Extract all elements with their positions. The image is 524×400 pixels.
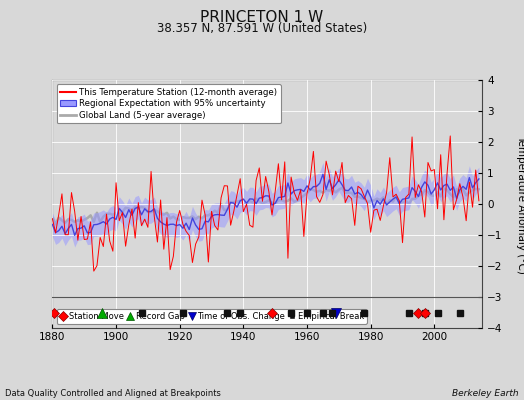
Text: Data Quality Controlled and Aligned at Breakpoints: Data Quality Controlled and Aligned at B… xyxy=(5,389,221,398)
Legend: Station Move, Record Gap, Time of Obs. Change, Empirical Break: Station Move, Record Gap, Time of Obs. C… xyxy=(57,309,367,324)
Text: 38.357 N, 87.591 W (United States): 38.357 N, 87.591 W (United States) xyxy=(157,22,367,35)
Text: Berkeley Earth: Berkeley Earth xyxy=(452,389,519,398)
Text: PRINCETON 1 W: PRINCETON 1 W xyxy=(200,10,324,25)
Y-axis label: Temperature Anomaly (°C): Temperature Anomaly (°C) xyxy=(516,134,524,274)
